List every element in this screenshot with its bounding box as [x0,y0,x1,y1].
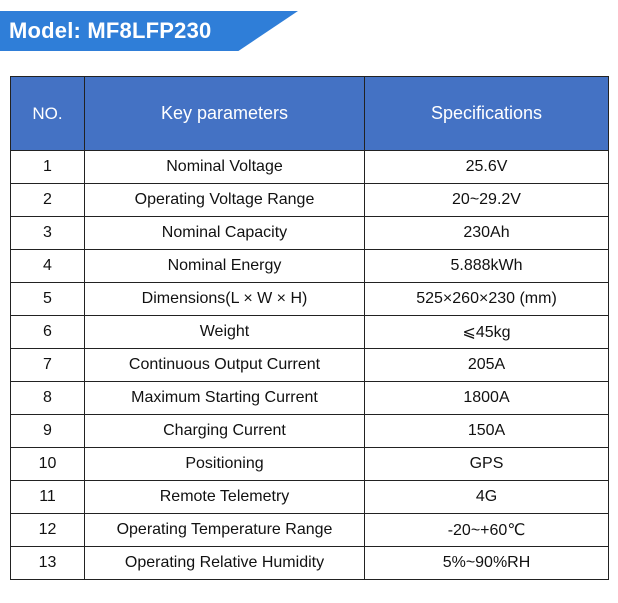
parameter-name: Remote Telemetry [84,480,365,514]
parameter-name: Nominal Capacity [84,216,365,250]
specification-value: 5.888kWh [364,249,609,283]
row-number: 12 [10,513,85,547]
parameter-name: Operating Relative Humidity [84,546,365,580]
table-header-row: NO. Key parameters Specifications [10,76,609,151]
specification-value: 150A [364,414,609,448]
model-banner [0,11,298,51]
table-row: 2 Operating Voltage Range 20~29.2V [10,183,609,217]
specification-value: 230Ah [364,216,609,250]
specifications-table: NO. Key parameters Specifications 1 Nomi… [10,76,609,580]
table-row: 11 Remote Telemetry 4G [10,480,609,514]
model-title: Model: MF8LFP230 [9,18,212,43]
row-number: 9 [10,414,85,448]
specification-value: 1800A [364,381,609,415]
parameter-name: Operating Temperature Range [84,513,365,547]
parameter-name: Nominal Voltage [84,150,365,184]
table-row: 1 Nominal Voltage 25.6V [10,150,609,184]
specification-value: -20~+60℃ [364,513,609,547]
parameter-name: Charging Current [84,414,365,448]
specification-value: 25.6V [364,150,609,184]
table-row: 10 Positioning GPS [10,447,609,481]
parameter-name: Maximum Starting Current [84,381,365,415]
table-row: 5 Dimensions(L × W × H) 525×260×230 (mm) [10,282,609,316]
row-number: 3 [10,216,85,250]
specification-value: ⩽45kg [364,315,609,349]
row-number: 7 [10,348,85,382]
row-number: 6 [10,315,85,349]
row-number: 11 [10,480,85,514]
table-row: 8 Maximum Starting Current 1800A [10,381,609,415]
row-number: 5 [10,282,85,316]
row-number: 13 [10,546,85,580]
parameter-name: Operating Voltage Range [84,183,365,217]
table-row: 3 Nominal Capacity 230Ah [10,216,609,250]
table-row: 4 Nominal Energy 5.888kWh [10,249,609,283]
specification-value: 525×260×230 (mm) [364,282,609,316]
row-number: 8 [10,381,85,415]
row-number: 10 [10,447,85,481]
parameter-name: Positioning [84,447,365,481]
column-header-no: NO. [10,76,85,151]
table-row: 12 Operating Temperature Range -20~+60℃ [10,513,609,547]
column-header-key-parameters: Key parameters [84,76,365,151]
table-row: 7 Continuous Output Current 205A [10,348,609,382]
row-number: 2 [10,183,85,217]
parameter-name: Weight [84,315,365,349]
parameter-name: Nominal Energy [84,249,365,283]
specification-value: GPS [364,447,609,481]
parameter-name: Continuous Output Current [84,348,365,382]
specification-value: 205A [364,348,609,382]
specification-value: 5%~90%RH [364,546,609,580]
specification-value: 20~29.2V [364,183,609,217]
parameter-name: Dimensions(L × W × H) [84,282,365,316]
row-number: 1 [10,150,85,184]
table-row: 6 Weight ⩽45kg [10,315,609,349]
specification-value: 4G [364,480,609,514]
table-row: 9 Charging Current 150A [10,414,609,448]
row-number: 4 [10,249,85,283]
column-header-specifications: Specifications [364,76,609,151]
table-row: 13 Operating Relative Humidity 5%~90%RH [10,546,609,580]
